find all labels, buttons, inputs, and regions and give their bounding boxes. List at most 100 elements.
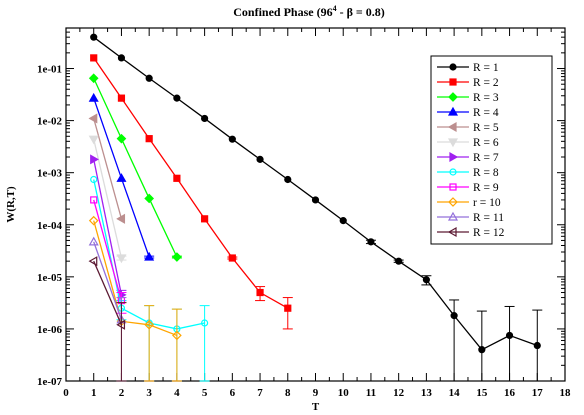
x-tick-label: 11 [366, 387, 376, 399]
data-point [88, 113, 98, 124]
x-tick-label: 16 [504, 387, 516, 399]
legend-item: R = 11 [437, 211, 504, 224]
legend-label: R = 11 [473, 212, 504, 224]
series-8 [90, 175, 210, 382]
legend-label: R = 3 [473, 92, 499, 104]
data-point [339, 217, 347, 225]
series-4 [88, 92, 155, 261]
legend-marker [449, 63, 457, 71]
x-tick-label: 14 [449, 387, 461, 399]
data-point [422, 276, 430, 284]
data-point [90, 154, 99, 165]
legend-marker [447, 226, 457, 238]
series-3 [88, 73, 182, 262]
series-line [93, 260, 123, 326]
data-point [228, 135, 236, 143]
data-point [144, 319, 155, 330]
legend-marker [449, 183, 457, 191]
legend-label: R = 2 [473, 77, 499, 89]
series-2 [90, 54, 293, 330]
data-point [450, 312, 458, 320]
data-point [505, 331, 514, 340]
data-point [284, 304, 292, 312]
legend-item: R = 5 [437, 121, 499, 134]
title-superscript: 4 [333, 4, 337, 13]
data-point [88, 73, 99, 84]
series-line [93, 159, 123, 296]
x-tick-label: 17 [532, 387, 544, 399]
data-point [88, 236, 99, 246]
legend-label: R = 9 [473, 182, 499, 194]
data-point [88, 135, 99, 145]
series-line [93, 241, 123, 320]
x-tick-label: 4 [174, 387, 180, 399]
y-axis-label: W(R,T) [5, 186, 17, 223]
legend-label: R = 8 [473, 167, 499, 179]
title-suffix: - β = 0.8) [337, 5, 385, 19]
legend-item: R = 12 [437, 226, 505, 239]
y-tick-label: 1e-04 [37, 220, 63, 232]
data-point [88, 92, 99, 102]
x-tick-label: 13 [421, 387, 433, 399]
y-tick-labels: 1e-07 1e-06 1e-05 1e-04 1e-03 1e-02 1e-01 [37, 64, 63, 388]
data-point [201, 114, 209, 123]
legend-item: R = 8 [437, 167, 499, 179]
data-point [144, 193, 155, 204]
data-point [90, 33, 98, 41]
x-tick-labels: 0 1 2 3 4 5 6 7 8 9 10 11 12 13 14 15 16 17 18 [63, 387, 571, 399]
y-tick-label: 1e-01 [37, 64, 62, 76]
series-line [93, 220, 178, 337]
series-line [93, 77, 178, 258]
axis-ticks [65, 28, 566, 382]
series-line [93, 139, 123, 259]
series-1 [90, 33, 543, 382]
series-5 [88, 113, 126, 224]
data-point [117, 94, 126, 102]
x-tick-label: 8 [285, 387, 291, 399]
legend-marker [449, 151, 459, 163]
data-point [201, 215, 209, 223]
data-point [256, 288, 264, 297]
y-tick-label: 1e-07 [37, 376, 63, 388]
x-tick-label: 10 [338, 387, 350, 399]
data-point [116, 319, 126, 330]
data-point [90, 196, 98, 204]
x-tick-label: 1 [91, 387, 97, 399]
series-line [93, 118, 123, 220]
data-point [395, 257, 403, 265]
legend-item: R = 9 [437, 182, 499, 194]
title-main: Confined Phase (96 [233, 5, 332, 19]
data-point [88, 256, 98, 267]
data-point [116, 173, 127, 182]
data-point [116, 213, 126, 224]
x-tick-label: 2 [119, 387, 125, 399]
series-layer [88, 33, 543, 382]
data-point [145, 74, 153, 82]
data-point [172, 330, 182, 341]
data-point [201, 319, 209, 327]
data-point [116, 133, 127, 144]
data-point [88, 215, 99, 226]
legend-item: R = 4 [437, 106, 499, 119]
x-tick-label: 5 [202, 387, 208, 399]
legend: R = 1 R = 2 R = 3 R = 4 R = 5 R = 6 R = 7 R = 8… [430, 55, 553, 245]
data-point [144, 251, 155, 261]
x-tick-label: 0 [63, 387, 69, 399]
legend-marker [447, 121, 457, 133]
legend-item: R = 1 [437, 62, 499, 74]
data-point [145, 135, 153, 143]
data-point [367, 238, 375, 246]
legend-label: R = 4 [473, 107, 499, 119]
legend-label: R = 1 [473, 62, 499, 74]
legend-label: R = 7 [473, 152, 499, 164]
data-point [311, 196, 320, 204]
x-tick-label: 15 [476, 387, 488, 399]
series-10 [88, 215, 182, 382]
y-tick-label: 1e-05 [37, 272, 63, 284]
chart-title: Confined Phase (964 - β = 0.8) [233, 4, 385, 19]
legend-label: R = 6 [473, 137, 499, 149]
data-point [478, 346, 486, 354]
series-12 [88, 256, 127, 382]
data-point [284, 175, 292, 184]
